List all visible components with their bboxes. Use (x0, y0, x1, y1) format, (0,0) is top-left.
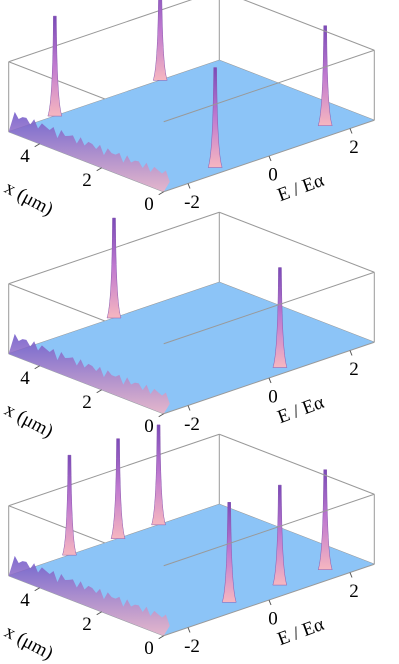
e-axis-label: E / Eα (275, 614, 327, 650)
peak (152, 0, 168, 81)
x-tick-label: 4 (20, 590, 30, 611)
x-tick (96, 167, 102, 172)
box-edge (219, 211, 375, 273)
x-tick (158, 191, 164, 196)
peak (317, 469, 333, 570)
peak (272, 267, 288, 368)
edge-ridge (8, 333, 170, 414)
e-tick-label: 2 (349, 359, 359, 380)
box-edge (8, 433, 220, 507)
x-axis-label: x (μm) (1, 621, 57, 664)
e-axis-label: E / Eα (275, 170, 327, 206)
e-tick (268, 377, 272, 384)
edge-ridge (8, 111, 170, 192)
x-tick (34, 365, 40, 370)
e-tick-label: 2 (349, 581, 359, 602)
peak (62, 454, 77, 556)
x-tick (158, 413, 164, 418)
e-tick (268, 155, 272, 162)
x-tick (34, 587, 40, 592)
box-edge (163, 49, 375, 123)
peak (110, 438, 126, 539)
e-tick-label: 0 (268, 164, 278, 185)
e-tick-label: -2 (184, 192, 200, 213)
panel: 0 2 4 -2 0 2 x (μm) E / Eα (1, 424, 375, 664)
box-edge (163, 271, 375, 345)
peak (47, 15, 63, 117)
box-edge (8, 0, 193, 63)
x-axis-label: x (μm) (1, 399, 57, 442)
e-tick (187, 627, 191, 633)
e-tick-label: 0 (268, 608, 278, 629)
x-tick (34, 143, 40, 148)
peak (207, 67, 223, 168)
x-tick-label: 0 (144, 638, 154, 659)
box-edge (163, 493, 375, 567)
x-tick-label: 4 (20, 146, 30, 167)
x-tick-label: 2 (82, 392, 92, 413)
peak (317, 25, 333, 126)
peak (151, 424, 166, 526)
x-tick-label: 4 (20, 368, 30, 389)
e-axis-label: E / Eα (275, 392, 327, 428)
x-axis-label: x (μm) (1, 177, 57, 220)
panel: 0 2 4 -2 0 2 x (μm) E / Eα (1, 0, 375, 220)
x-tick (158, 635, 164, 640)
e-tick-label: -2 (184, 414, 200, 435)
x-tick-label: 2 (82, 614, 92, 635)
x-tick-label: 0 (144, 416, 154, 437)
e-tick (268, 599, 272, 606)
e-tick (349, 350, 353, 356)
peak (221, 502, 237, 603)
box-edge (219, 433, 375, 495)
e-tick (187, 405, 191, 411)
e-tick (187, 183, 191, 189)
peak (272, 484, 288, 586)
e-tick-label: 2 (349, 137, 359, 158)
peak (106, 217, 122, 319)
x-tick (96, 611, 102, 616)
panel: 0 2 4 -2 0 2 x (μm) E / Eα (1, 211, 375, 442)
edge-ridge (8, 555, 170, 636)
x-tick (96, 389, 102, 394)
e-tick-label: -2 (184, 636, 200, 657)
e-tick (349, 128, 353, 134)
e-tick (349, 572, 353, 578)
x-tick-label: 0 (144, 194, 154, 215)
x-tick-label: 2 (82, 170, 92, 191)
box-edge (243, 0, 375, 51)
e-tick-label: 0 (268, 386, 278, 407)
